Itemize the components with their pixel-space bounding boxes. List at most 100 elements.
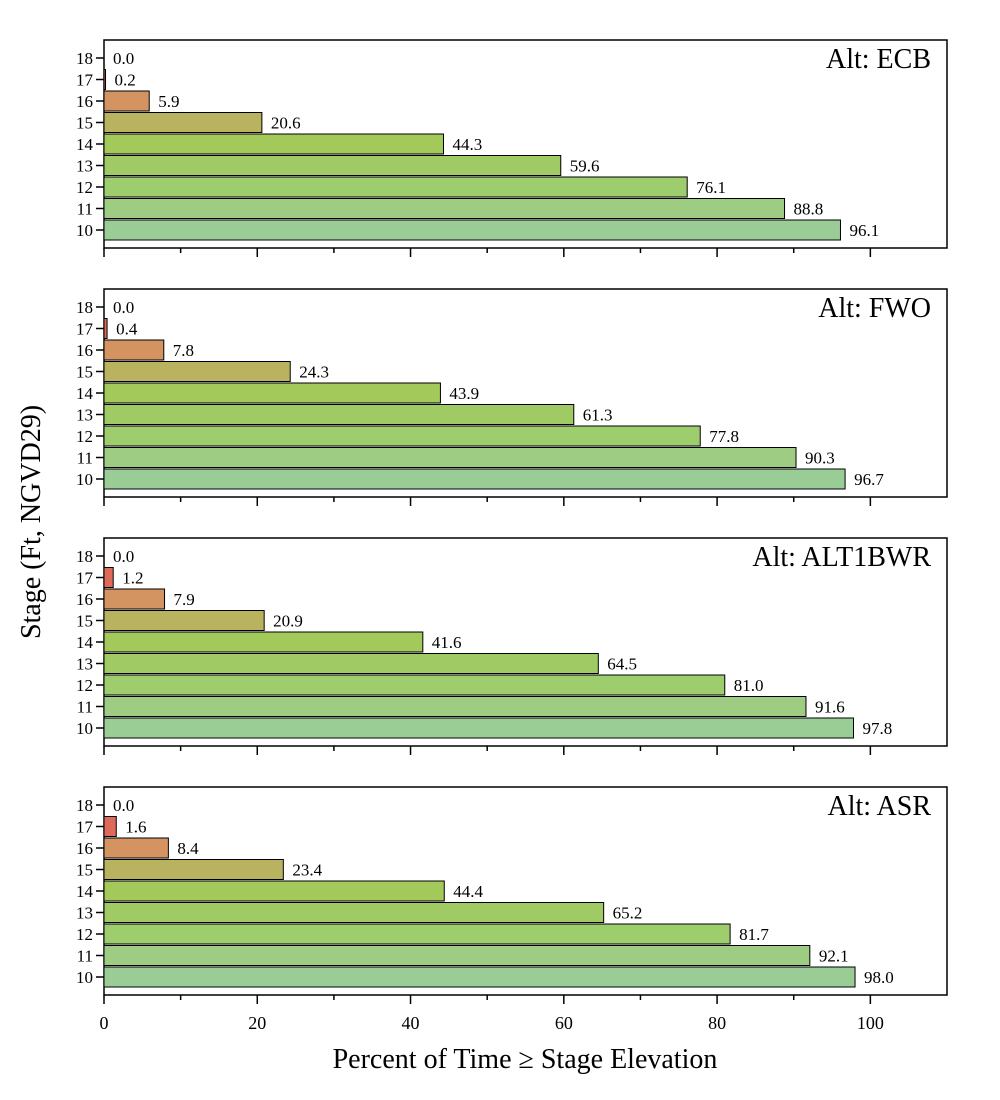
bar-stage-12 — [103, 674, 726, 696]
data-label: 23.4 — [292, 861, 322, 880]
bar-stage-15 — [103, 859, 284, 880]
y-tick-label: 11 — [77, 947, 93, 966]
bar-stage-17 — [103, 318, 108, 339]
data-label: 0.0 — [113, 547, 134, 566]
x-tick-label: 100 — [857, 1013, 884, 1033]
bar-stage-17 — [103, 816, 117, 837]
y-tick-label: 14 — [76, 135, 94, 154]
y-tick-label: 17 — [76, 320, 94, 339]
y-tick-label: 18 — [76, 49, 93, 68]
data-label: 1.6 — [125, 818, 146, 837]
y-tick-label: 11 — [77, 449, 93, 468]
bar-stage-16 — [103, 90, 150, 112]
data-label: 1.2 — [122, 569, 143, 588]
bar-stage-13 — [103, 902, 605, 923]
data-label: 7.8 — [173, 341, 194, 360]
bar-stage-12 — [103, 923, 731, 945]
x-tick-label: 60 — [555, 1013, 573, 1033]
data-label: 8.4 — [177, 839, 199, 858]
bar-stage-10 — [103, 966, 856, 988]
data-label: 44.4 — [453, 882, 483, 901]
y-tick-label: 10 — [76, 719, 93, 738]
data-label: 59.6 — [570, 157, 600, 176]
data-label: 24.3 — [299, 363, 329, 382]
y-tick-label: 14 — [76, 384, 94, 403]
x-tick-label: 0 — [100, 1013, 109, 1033]
y-tick-label: 15 — [76, 861, 93, 880]
panel-title: Alt: ASR — [828, 791, 932, 822]
data-label: 81.7 — [739, 925, 769, 944]
bar-stage-14 — [103, 133, 444, 155]
y-tick-label: 15 — [76, 114, 93, 133]
data-label: 20.6 — [271, 114, 301, 133]
y-tick-label: 13 — [76, 157, 93, 176]
data-label: 61.3 — [583, 406, 613, 425]
bar-stage-17 — [103, 69, 107, 90]
chart-panels: Alt: ECB 18 0.0 17 0.2 16 5.9 15 20.6 14 44.3 13 59.… — [76, 39, 948, 1004]
data-label: 81.0 — [734, 676, 764, 695]
y-tick-label: 16 — [76, 590, 93, 609]
y-tick-label: 10 — [76, 221, 93, 240]
panel-title: Alt: ALT1BWR — [752, 542, 931, 573]
panel-title: Alt: ECB — [826, 44, 931, 75]
y-tick-label: 13 — [76, 655, 93, 674]
data-label: 65.2 — [613, 904, 643, 923]
y-tick-label: 18 — [76, 298, 93, 317]
y-tick-label: 15 — [76, 363, 93, 382]
y-tick-label: 12 — [76, 925, 93, 944]
bar-stage-17 — [103, 567, 114, 588]
data-label: 7.9 — [174, 590, 195, 609]
bar-stage-13 — [103, 404, 575, 425]
data-label: 5.9 — [158, 92, 179, 111]
y-tick-label: 18 — [76, 796, 93, 815]
y-tick-label: 16 — [76, 839, 93, 858]
data-label: 0.2 — [115, 71, 136, 90]
bar-stage-11 — [103, 945, 811, 966]
bar-stage-13 — [103, 653, 599, 674]
y-tick-label: 16 — [76, 92, 93, 111]
x-tick-label: 20 — [248, 1013, 266, 1033]
panel-3: Alt: ALT1BWR 18 0.0 17 1.2 16 7.9 15 20.9 14 41.6 1… — [76, 537, 948, 755]
y-tick-label: 13 — [76, 406, 93, 425]
data-label: 44.3 — [452, 135, 482, 154]
data-label: 0.0 — [113, 298, 134, 317]
data-label: 97.8 — [863, 719, 893, 738]
data-label: 77.8 — [709, 427, 739, 446]
data-label: 0.0 — [113, 49, 134, 68]
bar-stage-10 — [103, 717, 855, 739]
data-label: 92.1 — [819, 947, 849, 966]
data-label: 76.1 — [696, 178, 726, 197]
data-label: 91.6 — [815, 698, 845, 717]
y-tick-label: 11 — [77, 200, 93, 219]
data-label: 96.7 — [854, 470, 884, 489]
bar-stage-14 — [103, 382, 441, 404]
panel-1: Alt: ECB 18 0.0 17 0.2 16 5.9 15 20.6 14 44.3 13 59.… — [76, 39, 948, 257]
y-tick-label: 10 — [76, 968, 93, 987]
data-label: 0.4 — [116, 320, 138, 339]
data-label: 20.9 — [273, 612, 303, 631]
bar-stage-15 — [103, 112, 263, 133]
y-tick-label: 18 — [76, 547, 93, 566]
y-tick-label: 12 — [76, 676, 93, 695]
data-label: 96.1 — [849, 221, 879, 240]
y-tick-label: 10 — [76, 470, 93, 489]
bar-stage-16 — [103, 588, 166, 610]
y-tick-label: 14 — [76, 633, 94, 652]
y-tick-label: 12 — [76, 178, 93, 197]
data-label: 0.0 — [113, 796, 134, 815]
bar-stage-14 — [103, 880, 445, 902]
y-tick-label: 13 — [76, 904, 93, 923]
panel-4: Alt: ASR 18 0.0 17 1.6 16 8.4 15 23.4 14 44.4 13 65.… — [76, 786, 948, 1004]
data-label: 90.3 — [805, 449, 835, 468]
bar-stage-11 — [103, 696, 807, 717]
bar-stage-12 — [103, 176, 688, 198]
bar-stage-10 — [103, 219, 841, 241]
bar-stage-14 — [103, 631, 424, 653]
y-tick-label: 17 — [76, 569, 94, 588]
bar-stage-13 — [103, 155, 562, 176]
panel-2: Alt: FWO 18 0.0 17 0.4 16 7.8 15 24.3 14 43.9 13 61.… — [76, 288, 948, 506]
y-tick-label: 12 — [76, 427, 93, 446]
y-tick-label: 17 — [76, 71, 94, 90]
y-tick-label: 14 — [76, 882, 94, 901]
